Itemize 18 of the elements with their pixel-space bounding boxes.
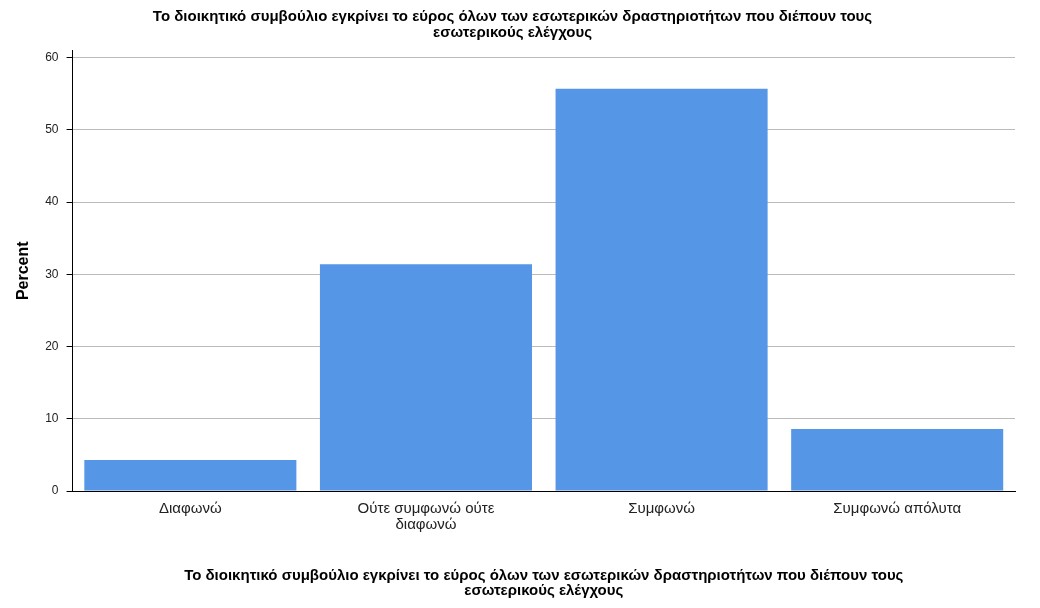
y-tick-label: 10 <box>45 411 59 426</box>
bar <box>319 264 532 491</box>
y-tick-label: 60 <box>45 50 59 65</box>
y-axis-title: Percent <box>14 240 32 301</box>
x-tick-label: Συμφωνώ απόλυτα <box>833 499 962 517</box>
y-tick-label: 20 <box>45 338 59 353</box>
x-tick-label: Συμφωνώ <box>628 499 696 517</box>
y-tick-label: 0 <box>51 483 59 498</box>
x-tick-label: Διαφωνώ <box>159 499 222 517</box>
y-tick-label: 30 <box>45 266 59 281</box>
bar <box>84 459 297 491</box>
bar <box>555 88 768 491</box>
y-tick-label: 50 <box>45 122 59 137</box>
y-tick-label: 40 <box>45 194 59 209</box>
bar <box>791 428 1004 491</box>
chart-title: Το διοικητικό συμβούλιο εγκρίνει το εύρος όλων των εσωτερικών δραστηριοτήτων που διέπουν τους εσωτερικούς ελέγχους <box>152 7 873 40</box>
x-axis-title: Το διοικητικό συμβούλιο εγκρίνει το εύρος όλων των εσωτερικών δραστηριοτήτων που διέπουν τους εσωτερικούς ελέγχους <box>184 565 904 599</box>
x-tick-label: Ούτε συμφωνώ ούτε διαφωνώ <box>357 499 495 532</box>
